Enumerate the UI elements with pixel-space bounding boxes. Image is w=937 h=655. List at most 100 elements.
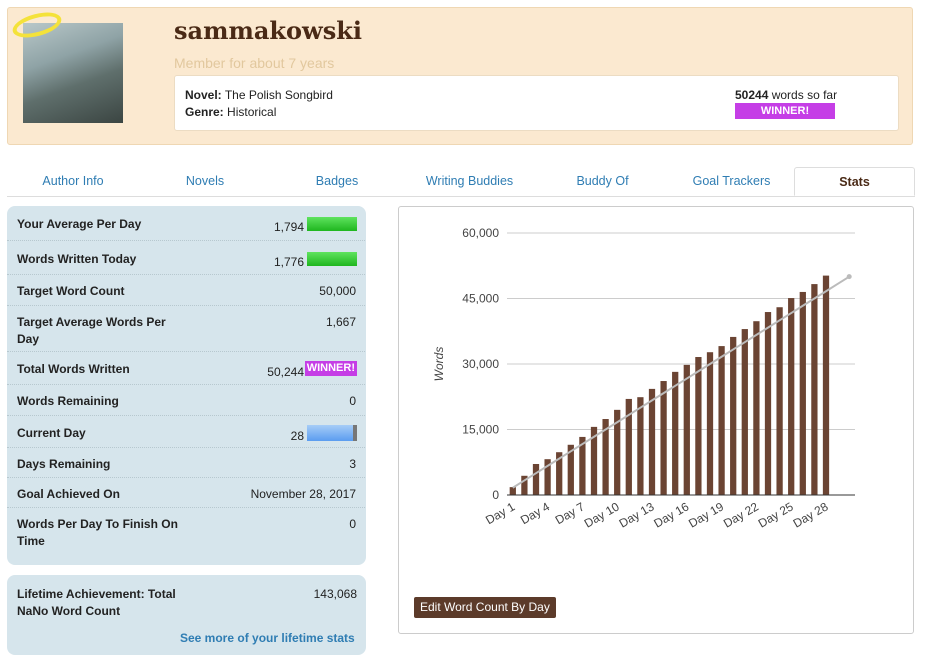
- stat-value: 1,794: [273, 220, 304, 234]
- bar: [567, 444, 574, 495]
- tab[interactable]: Goal Trackers: [692, 174, 771, 188]
- username: sammakowski: [174, 16, 362, 45]
- y-tick-label: 15,000: [462, 423, 499, 437]
- bar: [706, 352, 714, 495]
- x-tick-label: Day 22: [721, 499, 761, 530]
- x-tick-label: Day 25: [756, 499, 796, 530]
- stat-row: Words Per Day To Finish On Time 0: [7, 508, 365, 565]
- novel-title[interactable]: The Polish Songbird: [224, 88, 333, 102]
- stat-label: Goal Achieved On: [17, 486, 120, 501]
- bar: [683, 364, 690, 495]
- stat-label: Current Day: [17, 425, 86, 440]
- stat-label: Total Words Written: [17, 362, 130, 376]
- target-line-end: [846, 274, 852, 280]
- tab[interactable]: Buddy Of: [576, 174, 629, 188]
- bar: [660, 381, 667, 495]
- stat-row: Words Written Today 1,776: [7, 241, 365, 275]
- progress-bar: [307, 424, 357, 441]
- bar: [811, 284, 818, 495]
- tab[interactable]: Novels: [185, 174, 225, 188]
- tab[interactable]: Author Info: [42, 174, 104, 188]
- lifetime-value: 143,068: [313, 587, 357, 601]
- y-tick-label: 60,000: [462, 226, 499, 240]
- stat-row: Goal Achieved On November 28, 2017: [7, 478, 365, 508]
- x-tick-label: Day 13: [617, 499, 657, 530]
- novel-label: Novel:: [185, 88, 222, 102]
- avatar: [23, 23, 123, 123]
- member-since: Member for about 7 years: [174, 55, 335, 71]
- tab[interactable]: Badges: [315, 174, 359, 188]
- bar: [695, 357, 702, 495]
- bar: [799, 291, 806, 495]
- edit-button[interactable]: Edit Word Count By Day: [414, 597, 556, 618]
- genre-label: Genre:: [185, 105, 224, 119]
- stat-row: Days Remaining 3: [7, 448, 365, 478]
- stat-value: 1,667: [325, 315, 356, 329]
- x-tick-label: Day 19: [686, 499, 726, 530]
- x-tick-label: Day 4: [518, 499, 552, 527]
- stat-value: 0: [349, 517, 356, 531]
- bar: [556, 452, 563, 495]
- stat-value: 50,000: [319, 284, 356, 298]
- bar: [741, 329, 748, 495]
- stat-label: Target Word Count: [17, 284, 125, 298]
- y-tick-label: 45,000: [462, 292, 499, 306]
- bar: [521, 475, 528, 495]
- bar: [614, 409, 621, 495]
- stat-row: Your Average Per Day 1,794: [7, 206, 365, 241]
- winner-badge: WINNER!: [304, 361, 357, 376]
- stat-row: Words Remaining 0: [7, 385, 365, 416]
- word-count-suffix: words so far: [771, 88, 838, 102]
- bar: [788, 298, 795, 495]
- bar: [753, 321, 760, 495]
- stat-value: 28: [290, 428, 304, 443]
- stats-panel: Your Average Per Day 1,794 Words Written T…: [7, 206, 366, 565]
- chart-panel: 0 15,000 30,000 45,000 60,000 Words Day 1 Day 4…: [398, 206, 914, 634]
- tab[interactable]: Writing Buddies: [425, 174, 514, 188]
- genre: Historical: [227, 105, 277, 119]
- stat-row: Current Day 28: [7, 416, 365, 448]
- lifetime-label: Lifetime Achievement: Total NaNo Word Co…: [17, 587, 176, 618]
- bar: [764, 312, 772, 495]
- winner-badge: WINNER!: [735, 103, 835, 119]
- y-tick-label: 30,000: [462, 357, 499, 371]
- x-tick-label: Day 7: [553, 499, 587, 527]
- stat-label: Words Remaining: [17, 394, 119, 408]
- bar: [776, 307, 783, 495]
- novel-line: Novel: The Polish Songbird: [185, 88, 333, 102]
- stat-value: 0: [349, 394, 356, 408]
- lifetime-panel: Lifetime Achievement: Total NaNo Word Co…: [7, 575, 366, 655]
- stat-label: Days Remaining: [17, 456, 111, 471]
- stat-value: 3: [349, 456, 356, 471]
- lifetime-link[interactable]: See more of your lifetime stats: [180, 631, 355, 645]
- progress-bar: [307, 251, 357, 266]
- bar: [672, 371, 679, 495]
- chart: 0 15,000 30,000 45,000 60,000 Words Day 1 Day 4…: [432, 226, 855, 531]
- bar: [579, 436, 586, 495]
- y-axis-label: Words: [432, 347, 446, 382]
- progress-bar: [307, 217, 357, 231]
- bar: [509, 487, 516, 495]
- x-tick-label: Day 28: [791, 499, 831, 530]
- x-tick-label: Day 1: [483, 499, 517, 527]
- stat-label: Your Average Per Day: [17, 217, 142, 231]
- tab[interactable]: Stats: [794, 167, 915, 196]
- y-tick-label: 0: [492, 488, 499, 502]
- tab-bar: Author Info Novels Badges Writing Buddies Bu…: [7, 167, 915, 197]
- stat-row: Target Word Count 50,000: [7, 275, 365, 306]
- stat-label: Target Average Words Per Day: [17, 315, 166, 346]
- x-tick-label: Day 10: [582, 499, 622, 530]
- bar: [822, 275, 830, 495]
- bar: [648, 388, 656, 495]
- stat-value: 50,244: [267, 365, 304, 379]
- stat-row: Target Average Words Per Day 1,667: [7, 306, 365, 352]
- bar: [637, 397, 644, 495]
- x-tick-label: Day 16: [651, 499, 691, 530]
- bar: [718, 346, 725, 495]
- bar: [625, 398, 632, 495]
- bar: [602, 419, 609, 495]
- word-count-line: 50244 words so far: [735, 88, 837, 102]
- genre-line: Genre: Historical: [185, 105, 276, 119]
- stat-row: Total Words Written 50,244 WINNER!: [7, 352, 365, 385]
- stat-label: Words Per Day To Finish On Time: [17, 517, 178, 548]
